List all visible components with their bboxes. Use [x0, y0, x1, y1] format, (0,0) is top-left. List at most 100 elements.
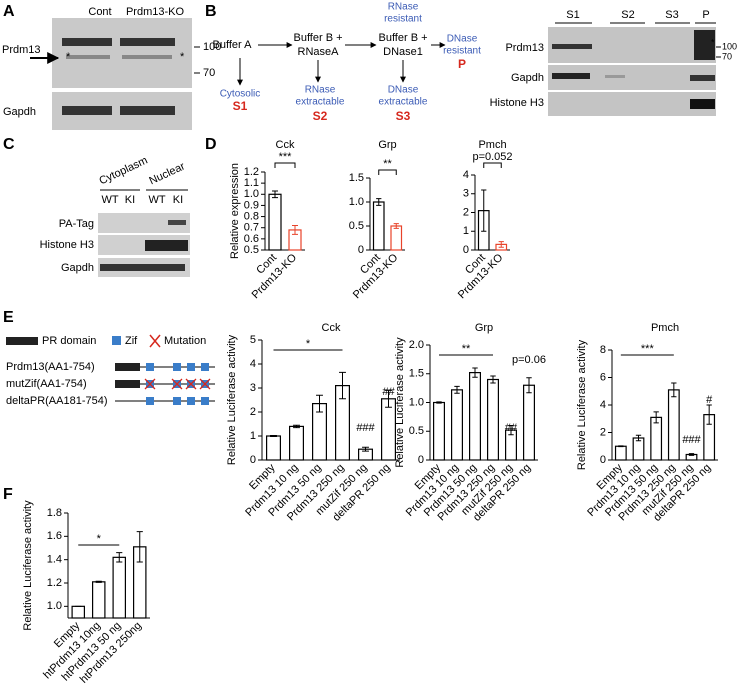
significance-label: ##	[505, 422, 518, 434]
band	[66, 55, 110, 59]
step: DNase1	[383, 46, 423, 58]
final-label: resistant	[443, 46, 481, 57]
fraction-label: extractable	[296, 97, 345, 108]
panel-letter: B	[205, 3, 217, 20]
significance-label: ***	[279, 151, 293, 163]
y-tick-label: 0	[600, 454, 606, 466]
row-label: Prdm13	[505, 42, 544, 54]
error-bar	[653, 411, 659, 424]
significance-label: ###	[356, 422, 375, 434]
construct-label: Prdm13(AA1-754)	[6, 361, 95, 373]
significance-label: ##	[382, 386, 395, 398]
error-bar	[498, 241, 504, 248]
y-tick-label: 0.6	[244, 233, 259, 245]
y-tick-label: 0.5	[244, 244, 259, 256]
row-label: Histone H3	[40, 239, 94, 251]
band	[690, 99, 715, 109]
lane-label: KI	[125, 194, 135, 206]
bar	[433, 401, 446, 461]
panel-letter: F	[3, 486, 13, 503]
lane-label: P	[702, 9, 709, 21]
y-tick-label: 2	[250, 406, 256, 418]
step: Buffer A	[213, 39, 253, 51]
y-tick-label: 8	[600, 344, 606, 356]
y-tick-label: 1.5	[409, 368, 424, 380]
row-label: PA-Tag	[59, 218, 94, 230]
bar	[390, 225, 403, 251]
band	[552, 73, 590, 79]
significance-bracket	[378, 169, 397, 175]
band	[145, 240, 188, 251]
error-bar	[618, 445, 624, 448]
bar	[632, 437, 645, 461]
marker-label: 100	[203, 41, 221, 53]
error-bar	[706, 404, 712, 425]
bar	[268, 193, 282, 251]
panel-letter: D	[205, 136, 217, 153]
blot	[98, 213, 190, 233]
fraction-label: extractable	[379, 97, 428, 108]
y-tick-label: 2	[463, 206, 469, 218]
significance-label: ###	[682, 434, 701, 446]
y-tick-label: 0.9	[244, 199, 259, 211]
group-label: Nuclear	[147, 160, 187, 187]
error-bar	[472, 367, 478, 378]
significance-label: #	[706, 394, 713, 406]
significance-label: *	[306, 338, 311, 350]
y-tick-label: 1.0	[409, 396, 424, 408]
bar	[522, 384, 535, 461]
row-label: Gapdh	[3, 106, 36, 118]
marker-label: 70	[722, 51, 732, 61]
lane-label: S2	[621, 9, 634, 21]
row-label: Histone H3	[490, 97, 544, 109]
construct-diagrams	[115, 363, 215, 405]
resistant-label: resistant	[384, 14, 422, 25]
legend-label: Zif	[125, 335, 138, 347]
y-tick-label: 1.4	[47, 554, 62, 566]
chart-title: Cck	[276, 139, 295, 151]
bar	[650, 416, 663, 461]
band	[122, 55, 172, 59]
error-bar	[362, 446, 369, 452]
y-tick-label: 0	[463, 244, 469, 256]
chart-title: Pmch	[478, 139, 506, 151]
band	[120, 38, 175, 46]
y-tick-label: 1	[250, 430, 256, 442]
significance-label: p=0.052	[472, 151, 512, 163]
bar	[289, 425, 305, 461]
fraction-label: Cytosolic	[220, 89, 261, 100]
step: Buffer B +	[293, 32, 342, 44]
error-bar	[116, 552, 123, 563]
blot	[548, 92, 716, 116]
panel-letter: C	[3, 136, 15, 153]
lane-label: Prdm13-KO	[126, 6, 185, 18]
band	[120, 106, 175, 115]
lane-label: Cont	[88, 6, 111, 18]
y-tick-label: 0.7	[244, 222, 259, 234]
bar	[469, 372, 482, 461]
fraction-name: S3	[396, 109, 411, 123]
y-tick-label: 0.8	[244, 210, 259, 222]
y-tick-label: 1.1	[244, 177, 259, 189]
bar	[71, 605, 85, 619]
legend-label: PR domain	[42, 335, 96, 347]
bar	[667, 389, 680, 461]
bar	[112, 556, 126, 619]
lane-label: KI	[173, 194, 183, 206]
bar	[451, 389, 464, 461]
asterisk: *	[180, 51, 185, 63]
blot	[52, 18, 192, 88]
y-axis-label: Relative Luciferase activity	[22, 500, 34, 631]
error-bar	[293, 424, 300, 429]
panel-letter: A	[3, 3, 15, 20]
bar	[372, 201, 385, 251]
resistant-label: RNase	[388, 2, 419, 13]
chart-title: Pmch	[651, 322, 679, 334]
band	[62, 38, 112, 46]
fraction-name: S1	[233, 99, 248, 113]
band	[552, 44, 592, 49]
band	[62, 106, 112, 115]
y-tick-label: 2	[600, 426, 606, 438]
error-bar	[635, 434, 642, 442]
y-tick-label: 0	[418, 454, 424, 466]
